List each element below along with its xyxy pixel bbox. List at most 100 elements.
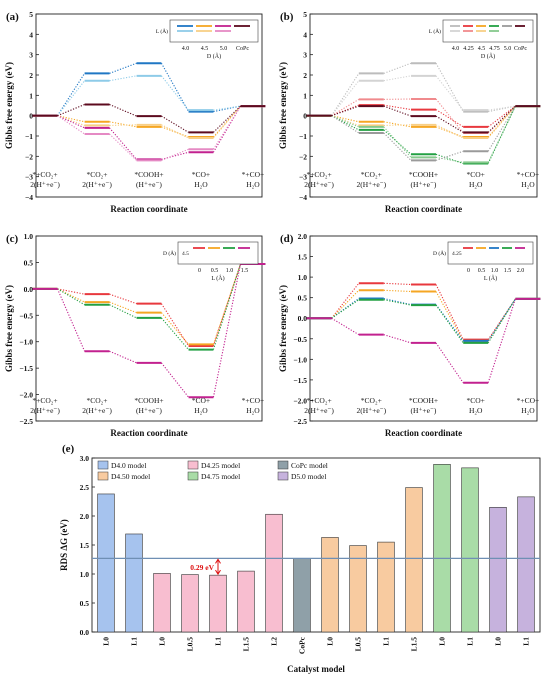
connector-line: [435, 126, 464, 138]
connector-line: [331, 115, 360, 134]
connector-line: [435, 342, 464, 384]
category-label: *CO₂+: [87, 396, 108, 405]
legend-swatch: [97, 460, 109, 470]
legend-y-title: D (Å): [163, 249, 176, 257]
legend-label: 0: [467, 268, 470, 274]
connector-line: [212, 263, 242, 398]
y-tick-label: −0.5: [293, 335, 307, 344]
connector-line: [383, 126, 412, 158]
connector-line: [160, 303, 190, 347]
bar: [321, 537, 339, 633]
y-tick-label: −2.0: [293, 396, 307, 405]
connector-line: [109, 124, 137, 126]
category-label: H₂O: [246, 406, 260, 415]
x-tick-label: L1: [130, 637, 139, 646]
y-tick-label: 1: [303, 91, 307, 100]
connector-line: [213, 105, 241, 111]
x-tick-label: L0: [158, 637, 167, 646]
category-label: H₂O: [469, 180, 483, 189]
x-tick-label: L0: [102, 637, 111, 646]
y-tick-label: 1.0: [24, 232, 34, 241]
legend-x-title: D (Å): [207, 52, 221, 60]
connector-line: [435, 75, 464, 111]
category-label: *CO+: [467, 170, 485, 179]
legend-swatch: [187, 471, 199, 481]
y-tick-label: −1.5: [19, 364, 33, 373]
connector-line: [109, 293, 137, 305]
connector-line: [435, 62, 464, 112]
y-tick-label: 2.0: [298, 232, 308, 241]
connector-line: [109, 304, 137, 319]
connector-line: [487, 105, 516, 138]
legend-x-title: L (Å): [484, 274, 497, 282]
legend-label: 0: [198, 268, 201, 274]
legend-label: 1.0: [491, 268, 499, 274]
legend-swatch: [277, 460, 289, 470]
x-tick-label: L2: [270, 637, 279, 646]
annotation-label: 0.29 eV: [190, 563, 214, 572]
connector-line: [435, 156, 464, 163]
connector-line: [435, 153, 464, 164]
connector-line: [160, 75, 189, 111]
legend-swatch: [187, 460, 199, 470]
y-tick-label: 0: [29, 112, 33, 121]
panel-e: (e) 0.0 0.5 1.0 1.5 2.0 2.5 3.0 RDS ΔG (eV) L0 L1 L…: [59, 443, 541, 674]
x-axis-label: Catalyst model: [287, 664, 345, 674]
connector-line: [383, 299, 412, 306]
bar: [125, 533, 143, 633]
category-label: H₂O: [469, 406, 483, 415]
legend-swatch: [97, 471, 109, 481]
connector-line: [383, 124, 412, 126]
connector-line: [383, 289, 412, 293]
panel-d: (d) −2.5 −2.0 −1.5 −1.0 −0.5 0.0 0.5 1.0 1.5 2.0 Gi…: [278, 232, 541, 438]
legend: L (Å) 4.0 4.25 4.5 4.75 5.0 CoPc D (Å): [429, 19, 534, 60]
y-tick-label: 1.5: [298, 253, 308, 262]
connector-line: [435, 124, 464, 139]
bar: [97, 493, 115, 633]
legend-label: CoPc model: [291, 461, 328, 470]
x-tick-label: L0: [438, 637, 447, 646]
x-tick-label: L1: [466, 637, 475, 646]
connector-line: [331, 105, 359, 117]
legend-label: 5.0: [504, 46, 512, 52]
connector-line: [331, 115, 360, 131]
category-label: (H⁺+e⁻): [136, 180, 162, 189]
connector-line: [57, 115, 85, 123]
connector-line: [435, 98, 464, 134]
connector-line: [161, 115, 189, 133]
connector-line: [161, 126, 189, 138]
category-label: *+CO₂+: [32, 170, 57, 179]
connector-line: [383, 129, 412, 155]
plot-frame: [309, 235, 538, 422]
series: [32, 105, 266, 161]
series: [32, 74, 266, 117]
y-tick-label: 2: [303, 71, 307, 80]
panel-label: (b): [280, 11, 294, 23]
connector-line: [487, 298, 516, 342]
connector-line: [160, 362, 189, 398]
legend-y-title: L (Å): [429, 27, 441, 35]
category-label: *CO+: [467, 396, 485, 405]
panel-label: (c): [6, 233, 19, 245]
series: [306, 297, 541, 344]
legend-y-value: 4.5: [182, 251, 189, 257]
series: [306, 105, 541, 162]
connector-line: [57, 115, 85, 135]
legend-label: 0.5: [211, 268, 219, 274]
connector-line: [109, 103, 137, 117]
legend-label: 1.5: [504, 268, 512, 274]
x-tick-label: L1: [382, 637, 391, 646]
connector-line: [109, 133, 137, 161]
legend-x-title: L (Å): [211, 274, 224, 282]
connector-line: [331, 98, 360, 117]
arrow-head: [215, 558, 221, 564]
connector-line: [383, 121, 412, 128]
connector-line: [109, 75, 137, 82]
legend-label: 4.75: [489, 46, 500, 52]
connector-line: [331, 299, 360, 319]
connector-line: [331, 73, 360, 116]
legend-label: D4.0 model: [111, 461, 146, 470]
y-axis-label: Gibbs free energy (eV): [278, 62, 288, 149]
y-tick-label: 0.0: [24, 285, 34, 294]
y-tick-label: 5: [303, 10, 307, 19]
